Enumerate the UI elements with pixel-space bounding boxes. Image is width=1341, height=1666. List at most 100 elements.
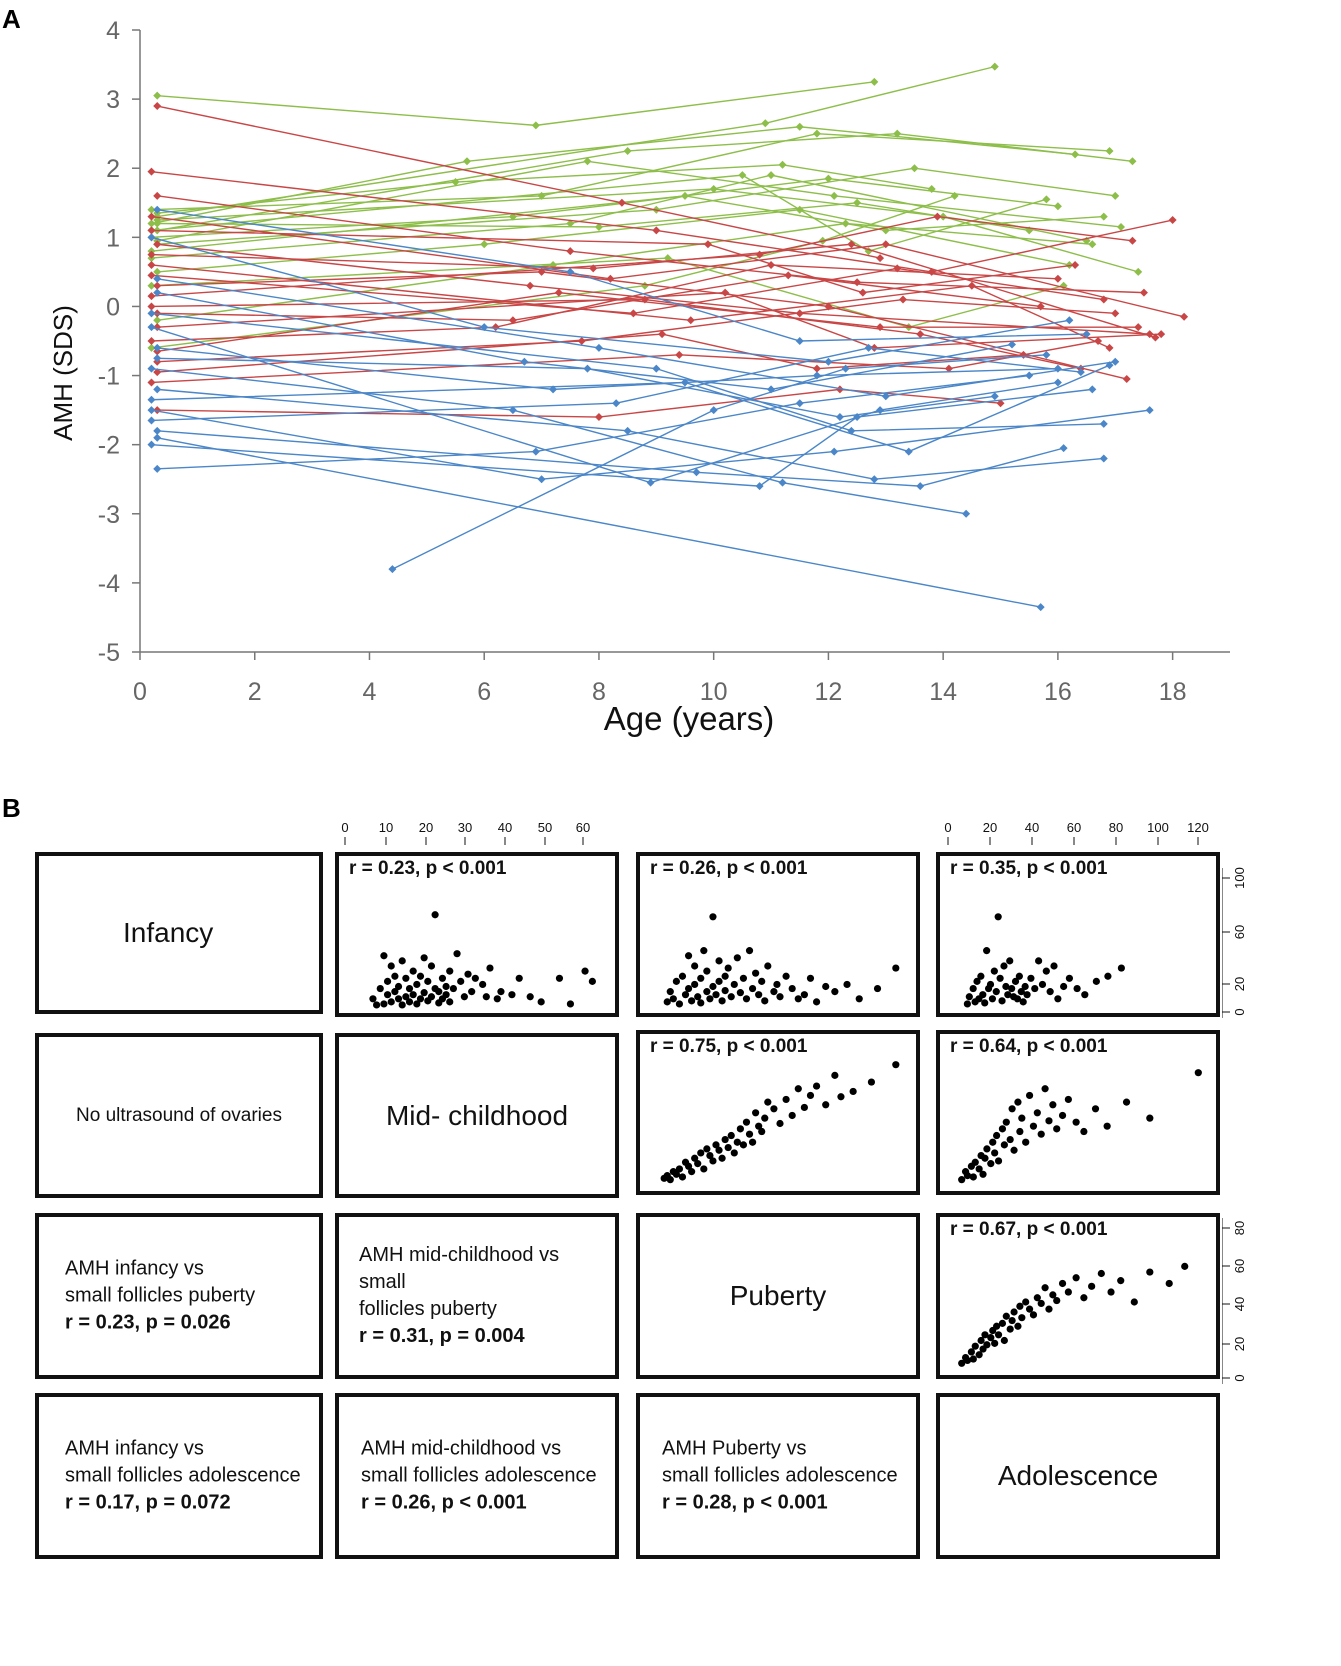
scatter-point (1029, 1122, 1038, 1130)
series-0-point (1117, 222, 1125, 231)
series-2-point (612, 399, 621, 408)
scatter-point (703, 988, 711, 996)
scatter-point (416, 995, 425, 1003)
scatter-point (402, 993, 410, 1001)
x-tick-label: 12 (815, 678, 843, 706)
scatter-point (1053, 1125, 1061, 1133)
scatter-point (666, 1176, 674, 1184)
scatter-point (758, 977, 766, 985)
scatter-point (977, 1336, 985, 1345)
scatter-point (794, 1085, 802, 1093)
series-2-point (830, 447, 839, 456)
series-0-point (1134, 267, 1143, 276)
scatter-point (1065, 974, 1074, 982)
series-1-point (153, 281, 162, 290)
scatter-point (566, 1000, 575, 1008)
scatter-point (981, 999, 989, 1007)
series-0-point (795, 122, 804, 131)
infancy-puberty-line2: small follicles puberty (65, 1284, 256, 1307)
scatter-point (715, 1146, 723, 1154)
series-2-point (153, 433, 162, 442)
scatter-point (1042, 967, 1050, 975)
series-1-line (151, 267, 1104, 315)
scatter-point (963, 1000, 971, 1008)
series-1-point (784, 271, 793, 280)
scatter-point (537, 998, 545, 1006)
scatter-point (1104, 972, 1112, 980)
scatter-point (697, 1149, 705, 1157)
series-0-point (531, 121, 540, 130)
series-1-line (157, 274, 1041, 321)
scatter-point (755, 1122, 763, 1130)
top-tick-label: 60 (576, 820, 590, 835)
scatter-point (788, 1111, 796, 1120)
scatter-point (431, 911, 439, 919)
series-1-point (1122, 375, 1131, 384)
scatter-point (776, 1119, 784, 1128)
top-tick-label: 20 (419, 820, 433, 835)
scatter-point (837, 1093, 845, 1101)
right-tick-label: 20 (1232, 977, 1247, 991)
scatter-point (697, 974, 705, 982)
top-tick-label: 100 (1147, 820, 1169, 835)
series-1-point (153, 102, 162, 111)
series-2-line (157, 357, 995, 418)
scatter-point (983, 1341, 991, 1349)
scatter-point (981, 1154, 989, 1162)
scatter-point (986, 980, 995, 989)
series-0-point (463, 157, 471, 166)
scatter-point (724, 964, 732, 972)
scatter-point (555, 974, 564, 982)
series-0-point (583, 157, 592, 166)
series-1 (147, 102, 1189, 422)
scatter-point (468, 988, 476, 996)
scatter-point (672, 977, 680, 985)
series-2-line (151, 388, 1093, 487)
scatter-point (822, 1101, 830, 1109)
series-1-point (847, 240, 856, 249)
series-2-point (153, 288, 162, 297)
scatter-point (770, 988, 778, 996)
scatter-point (967, 1348, 975, 1356)
scatter-point (497, 988, 505, 996)
scatter-point (1049, 1291, 1057, 1299)
series-0-point (153, 219, 162, 228)
series-0-point (1105, 146, 1114, 155)
series-2-point (1088, 385, 1097, 394)
series-2-point (795, 337, 804, 345)
scatter-point (1060, 982, 1068, 991)
midchildhood-adolescence-text: AMH mid-childhood vs small follicles ado… (361, 1436, 609, 1517)
scatter-point (1033, 1109, 1041, 1117)
series-0-line (151, 132, 1110, 211)
scatter-point (712, 991, 720, 999)
series-0-line (157, 208, 1070, 273)
scatter-point (691, 980, 699, 989)
series-0-point (1099, 212, 1108, 221)
scatter-point (413, 1000, 421, 1008)
no-ultrasound-cell: No ultrasound of ovaries (35, 1033, 323, 1198)
scatter-point (963, 1172, 972, 1180)
scatter-point (855, 995, 863, 1003)
infancy-adolescence-line2: small follicles adolescence (65, 1464, 301, 1487)
series-2-point (1053, 364, 1062, 373)
series-1-point (577, 337, 586, 345)
series-0-point (147, 205, 156, 214)
series-0-line (157, 81, 875, 127)
series-1-point (147, 337, 156, 345)
scatter-point (788, 984, 796, 993)
series-1-point (1019, 350, 1028, 359)
scatter-point (420, 954, 428, 962)
series-1-point (1168, 216, 1177, 225)
scatter-point (394, 995, 403, 1003)
scatter-point (1017, 988, 1025, 996)
infancy-puberty-stat: r = 0.23, p = 0.026 (65, 1311, 231, 1334)
series-0-point (767, 171, 776, 180)
scatter-midchildhood-puberty-cell: r = 0.75, p < 0.001 (636, 1030, 920, 1195)
series-0-point (147, 343, 156, 352)
scatter-point (806, 974, 815, 982)
series-1-point (721, 288, 730, 297)
scatter-point (1041, 1284, 1049, 1292)
series-0-point (153, 91, 162, 100)
scatter-point (1146, 1114, 1154, 1122)
scatter-point (688, 1168, 696, 1176)
